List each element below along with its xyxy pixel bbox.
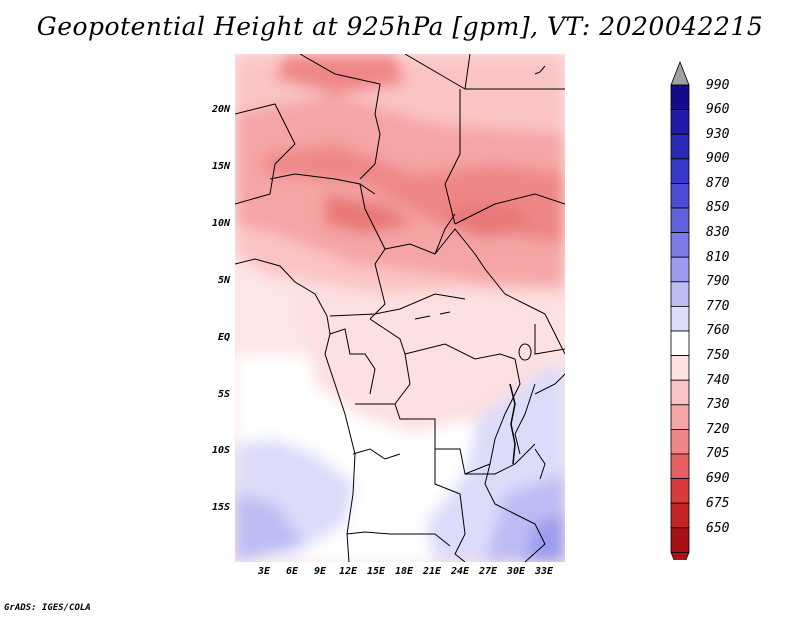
- colorbar-top-arrow: [670, 60, 690, 86]
- colorbar-label: 850: [706, 200, 730, 215]
- colorbar-label: 770: [706, 299, 730, 314]
- geopotential-field: [235, 54, 565, 562]
- colorbar-swatch: [670, 527, 690, 553]
- lon-label: 3E: [257, 566, 271, 577]
- colorbar-swatch: [670, 207, 690, 234]
- colorbar-label: 790: [706, 274, 730, 289]
- colorbar-swatch: [670, 305, 690, 332]
- lon-label: 15E: [366, 566, 386, 577]
- colorbar-label: 810: [706, 250, 730, 265]
- colorbar-swatch: [670, 133, 690, 160]
- map-frame: [235, 54, 565, 562]
- lon-label: 30E: [506, 566, 526, 577]
- colorbar-label: 990: [706, 78, 730, 93]
- colorbar-bottom-arrow: [670, 551, 690, 560]
- lat-label: 20N: [211, 104, 230, 115]
- colorbar-swatch: [670, 355, 690, 381]
- colorbar-swatch: [670, 478, 690, 504]
- colorbar-label: 900: [706, 151, 730, 166]
- lat-label: 15S: [211, 502, 230, 513]
- colorbar-swatch: [670, 330, 690, 357]
- colorbar-label: 830: [706, 225, 730, 240]
- colorbar-swatch: [670, 84, 690, 111]
- grads-credit: GrADS: IGES/COLA: [4, 603, 91, 613]
- colorbar-swatch: [670, 109, 690, 135]
- plot-title: Geopotential Height at 925hPa [gpm], VT:…: [36, 12, 764, 41]
- lon-label: 9E: [313, 566, 327, 577]
- lon-label: 27E: [478, 566, 498, 577]
- colorbar-label: 650: [706, 521, 730, 536]
- colorbar-label: 690: [706, 471, 730, 486]
- colorbar-label: 705: [706, 446, 730, 461]
- lon-label: 24E: [450, 566, 470, 577]
- colorbar-swatch: [670, 453, 690, 480]
- colorbar-swatch: [670, 502, 690, 529]
- lat-label: 10N: [211, 218, 230, 229]
- colorbar-swatch: [670, 379, 690, 406]
- lon-label: 33E: [534, 566, 554, 577]
- lon-label: 6E: [285, 566, 299, 577]
- lon-label: 18E: [394, 566, 414, 577]
- colorbar-label: 740: [706, 373, 730, 388]
- colorbar-swatch: [670, 158, 690, 184]
- lat-label: EQ: [217, 332, 230, 343]
- lon-label: 21E: [422, 566, 442, 577]
- colorbar-swatch: [670, 256, 690, 283]
- lat-label: 15N: [211, 161, 230, 172]
- colorbar-swatch: [670, 404, 690, 430]
- colorbar-label: 750: [706, 348, 730, 363]
- colorbar-label: 730: [706, 397, 730, 412]
- colorbar-swatch: [670, 232, 690, 258]
- colorbar-label: 720: [706, 422, 730, 437]
- colorbar-label: 930: [706, 127, 730, 142]
- colorbar-swatch: [670, 428, 690, 455]
- colorbar-swatch: [670, 281, 690, 307]
- lon-label: 12E: [338, 566, 358, 577]
- lat-label: 10S: [211, 445, 230, 456]
- lat-label: 5S: [217, 389, 230, 400]
- colorbar-label: 760: [706, 323, 730, 338]
- colorbar-label: 870: [706, 176, 730, 191]
- colorbar: [670, 60, 690, 560]
- colorbar-label: 960: [706, 102, 730, 117]
- colorbar-label: 675: [706, 496, 730, 511]
- colorbar-swatch: [670, 183, 690, 209]
- lat-label: 5N: [217, 275, 230, 286]
